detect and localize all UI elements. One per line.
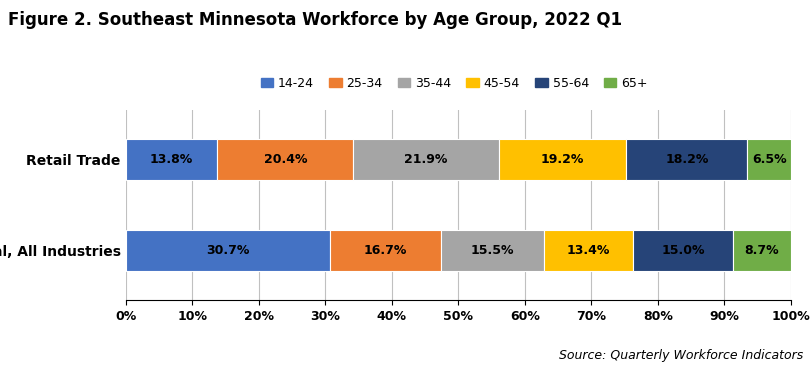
Bar (626, 139, 748, 180)
Text: 13.4%: 13.4% (567, 244, 610, 257)
Text: 30.7%: 30.7% (206, 244, 250, 257)
Bar (330, 230, 441, 271)
Text: 19.2%: 19.2% (541, 153, 584, 166)
Bar (748, 139, 791, 180)
Bar (441, 230, 544, 271)
Bar (499, 139, 626, 180)
Text: Figure 2. Southeast Minnesota Workforce by Age Group, 2022 Q1: Figure 2. Southeast Minnesota Workforce … (8, 11, 622, 29)
Text: 15.5%: 15.5% (470, 244, 514, 257)
Text: 20.4%: 20.4% (264, 153, 307, 166)
Text: 16.7%: 16.7% (363, 244, 407, 257)
Text: 13.8%: 13.8% (150, 153, 193, 166)
Text: 21.9%: 21.9% (404, 153, 448, 166)
Bar (633, 230, 733, 271)
Text: 8.7%: 8.7% (744, 244, 779, 257)
Bar (217, 139, 353, 180)
Bar (733, 230, 791, 271)
Text: Source: Quarterly Workforce Indicators: Source: Quarterly Workforce Indicators (559, 349, 803, 362)
Text: 6.5%: 6.5% (752, 153, 787, 166)
Bar (126, 139, 217, 180)
Bar (126, 230, 330, 271)
Text: 15.0%: 15.0% (661, 244, 705, 257)
Legend: 14-24, 25-34, 35-44, 45-54, 55-64, 65+: 14-24, 25-34, 35-44, 45-54, 55-64, 65+ (255, 72, 653, 95)
Text: 18.2%: 18.2% (665, 153, 709, 166)
Bar (353, 139, 499, 180)
Bar (544, 230, 633, 271)
